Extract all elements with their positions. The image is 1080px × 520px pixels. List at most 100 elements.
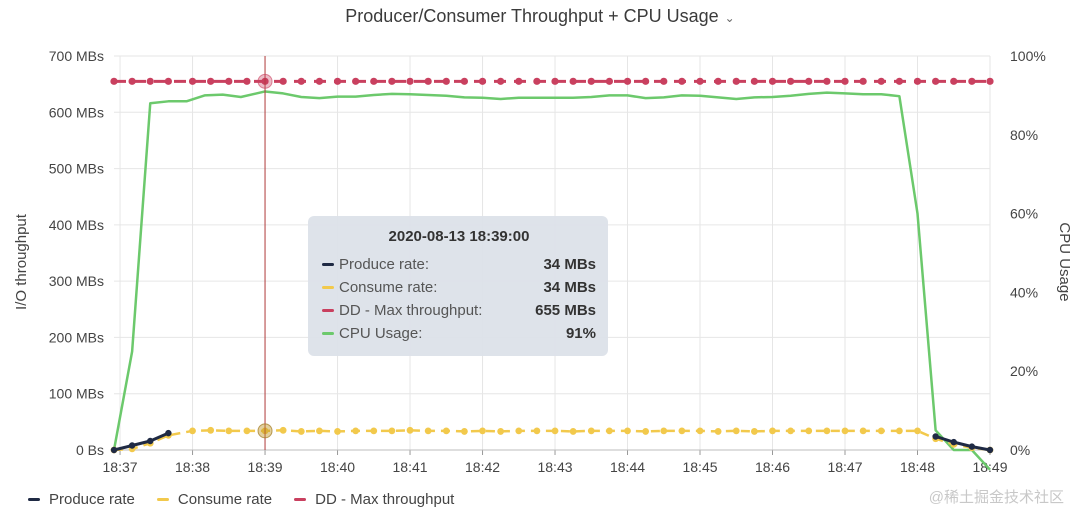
legend-swatch — [294, 498, 307, 501]
chart-title[interactable]: Producer/Consumer Throughput + CPU Usage… — [0, 6, 1080, 27]
data-point-dd-max-throughput — [551, 77, 559, 85]
y-left-tick-label: 600 MBs — [49, 104, 104, 120]
data-point-dd-max-throughput — [188, 77, 197, 85]
data-point-dd-max-throughput — [207, 77, 215, 85]
y-left-tick-label: 700 MBs — [49, 48, 104, 64]
tooltip-row-value: 34 MBs — [543, 279, 596, 296]
series-line-produce-rate — [113, 431, 169, 452]
data-point-dd-max-throughput — [696, 77, 704, 85]
data-point-consume-rate — [334, 428, 341, 435]
x-tick-label: 18:45 — [682, 459, 717, 475]
data-point-consume-rate — [877, 427, 885, 435]
x-tick-label: 18:42 — [465, 459, 500, 475]
watermark: @稀土掘金技术社区 — [928, 489, 1064, 506]
data-point-consume-rate — [642, 428, 650, 435]
data-point-produce-rate — [968, 443, 976, 450]
data-point-dd-max-throughput — [497, 77, 505, 85]
y-right-tick-label: 40% — [1010, 284, 1038, 300]
data-point-consume-rate — [297, 428, 305, 435]
data-point-consume-rate — [189, 427, 196, 435]
data-point-dd-max-throughput — [805, 77, 813, 85]
legend-label: DD - Max throughput — [315, 491, 455, 508]
axes: 0 Bs 100 MBs 200 MBs 300 MBs 400 MBs 500 MBs 6… — [13, 48, 1073, 475]
data-point-consume-rate — [914, 427, 921, 435]
data-point-consume-rate — [605, 427, 613, 435]
data-point-dd-max-throughput — [986, 77, 994, 85]
data-point-dd-max-throughput — [243, 77, 251, 85]
crosshair-marker — [257, 73, 273, 89]
y-left-tick-label: 300 MBs — [49, 273, 104, 289]
legend-label: Consume rate — [177, 491, 273, 508]
data-point-produce-rate — [128, 442, 136, 449]
data-point-dd-max-throughput — [297, 77, 305, 85]
x-tick-label: 18:44 — [610, 459, 645, 475]
data-point-consume-rate — [750, 428, 758, 435]
data-point-dd-max-throughput — [968, 77, 976, 85]
tooltip-row-label: Produce rate: — [339, 256, 430, 273]
x-tick-label: 18:49 — [972, 459, 1007, 475]
y-left-tick-label: 100 MBs — [49, 386, 104, 402]
data-point-consume-rate — [370, 427, 378, 435]
data-point-dd-max-throughput — [569, 77, 577, 85]
tooltip-row: CPU Usage: 91% — [322, 322, 596, 345]
data-point-dd-max-throughput — [128, 77, 136, 85]
data-point-dd-max-throughput — [146, 77, 154, 85]
y-right-tick-label: 20% — [1010, 363, 1038, 379]
data-point-dd-max-throughput — [515, 77, 523, 85]
legend-item-consume-rate[interactable]: Consume rate — [156, 491, 273, 508]
data-point-dd-max-throughput — [333, 77, 342, 85]
data-point-dd-max-throughput — [642, 77, 650, 85]
data-point-dd-max-throughput — [787, 77, 795, 85]
x-tick-label: 18:37 — [103, 459, 138, 475]
crosshair-marker — [257, 423, 273, 439]
chevron-down-icon[interactable]: ⌄ — [724, 11, 735, 25]
data-point-dd-max-throughput — [110, 77, 118, 85]
legend-item-produce-rate[interactable]: Produce rate — [28, 491, 135, 508]
data-point-dd-max-throughput — [406, 77, 414, 85]
data-point-dd-max-throughput — [823, 77, 831, 85]
data-point-dd-max-throughput — [388, 77, 396, 85]
data-point-consume-rate — [316, 427, 323, 435]
data-point-consume-rate — [805, 427, 813, 435]
data-point-dd-max-throughput — [315, 77, 324, 85]
data-point-dd-max-throughput — [164, 77, 172, 85]
data-point-consume-rate — [515, 427, 523, 435]
tooltip-swatch — [322, 286, 334, 289]
data-point-consume-rate — [678, 427, 686, 435]
data-point-dd-max-throughput — [352, 77, 360, 85]
data-point-consume-rate — [461, 428, 468, 435]
data-point-consume-rate — [352, 427, 360, 435]
data-point-produce-rate — [932, 433, 939, 440]
data-point-produce-rate — [147, 437, 154, 445]
tooltip-row-label: DD - Max throughput: — [339, 302, 483, 319]
data-point-consume-rate — [660, 427, 668, 435]
data-point-dd-max-throughput — [478, 77, 487, 85]
legend-swatch — [28, 498, 40, 501]
x-tick-label: 18:48 — [900, 459, 935, 475]
tooltip-time: 2020-08-13 18:39:00 — [388, 228, 530, 245]
data-point-dd-max-throughput — [623, 77, 632, 85]
data-point-consume-rate — [406, 426, 414, 434]
data-point-dd-max-throughput — [895, 77, 903, 85]
legend-item-dd-max-throughput[interactable]: DD - Max throughput — [294, 491, 454, 508]
data-point-dd-max-throughput — [932, 77, 940, 85]
data-point-consume-rate — [859, 427, 867, 435]
data-point-produce-rate — [950, 438, 957, 446]
legend-swatch — [156, 498, 169, 501]
data-point-dd-max-throughput — [424, 77, 432, 85]
tooltip-swatch — [322, 309, 334, 312]
y-right-axis-title: CPU Usage — [1056, 222, 1073, 301]
data-point-consume-rate — [787, 427, 795, 435]
data-point-consume-rate — [533, 427, 541, 435]
data-point-dd-max-throughput — [587, 77, 595, 85]
data-point-consume-rate — [769, 427, 776, 435]
data-point-consume-rate — [479, 427, 486, 435]
data-point-produce-rate — [986, 446, 994, 454]
data-point-dd-max-throughput — [442, 77, 450, 85]
data-point-dd-max-throughput — [533, 77, 541, 85]
data-point-produce-rate — [165, 429, 172, 437]
y-left-axis-title: I/O throughput — [13, 213, 30, 310]
data-point-consume-rate — [569, 428, 577, 435]
data-point-consume-rate — [442, 427, 450, 435]
data-point-produce-rate — [110, 446, 118, 454]
